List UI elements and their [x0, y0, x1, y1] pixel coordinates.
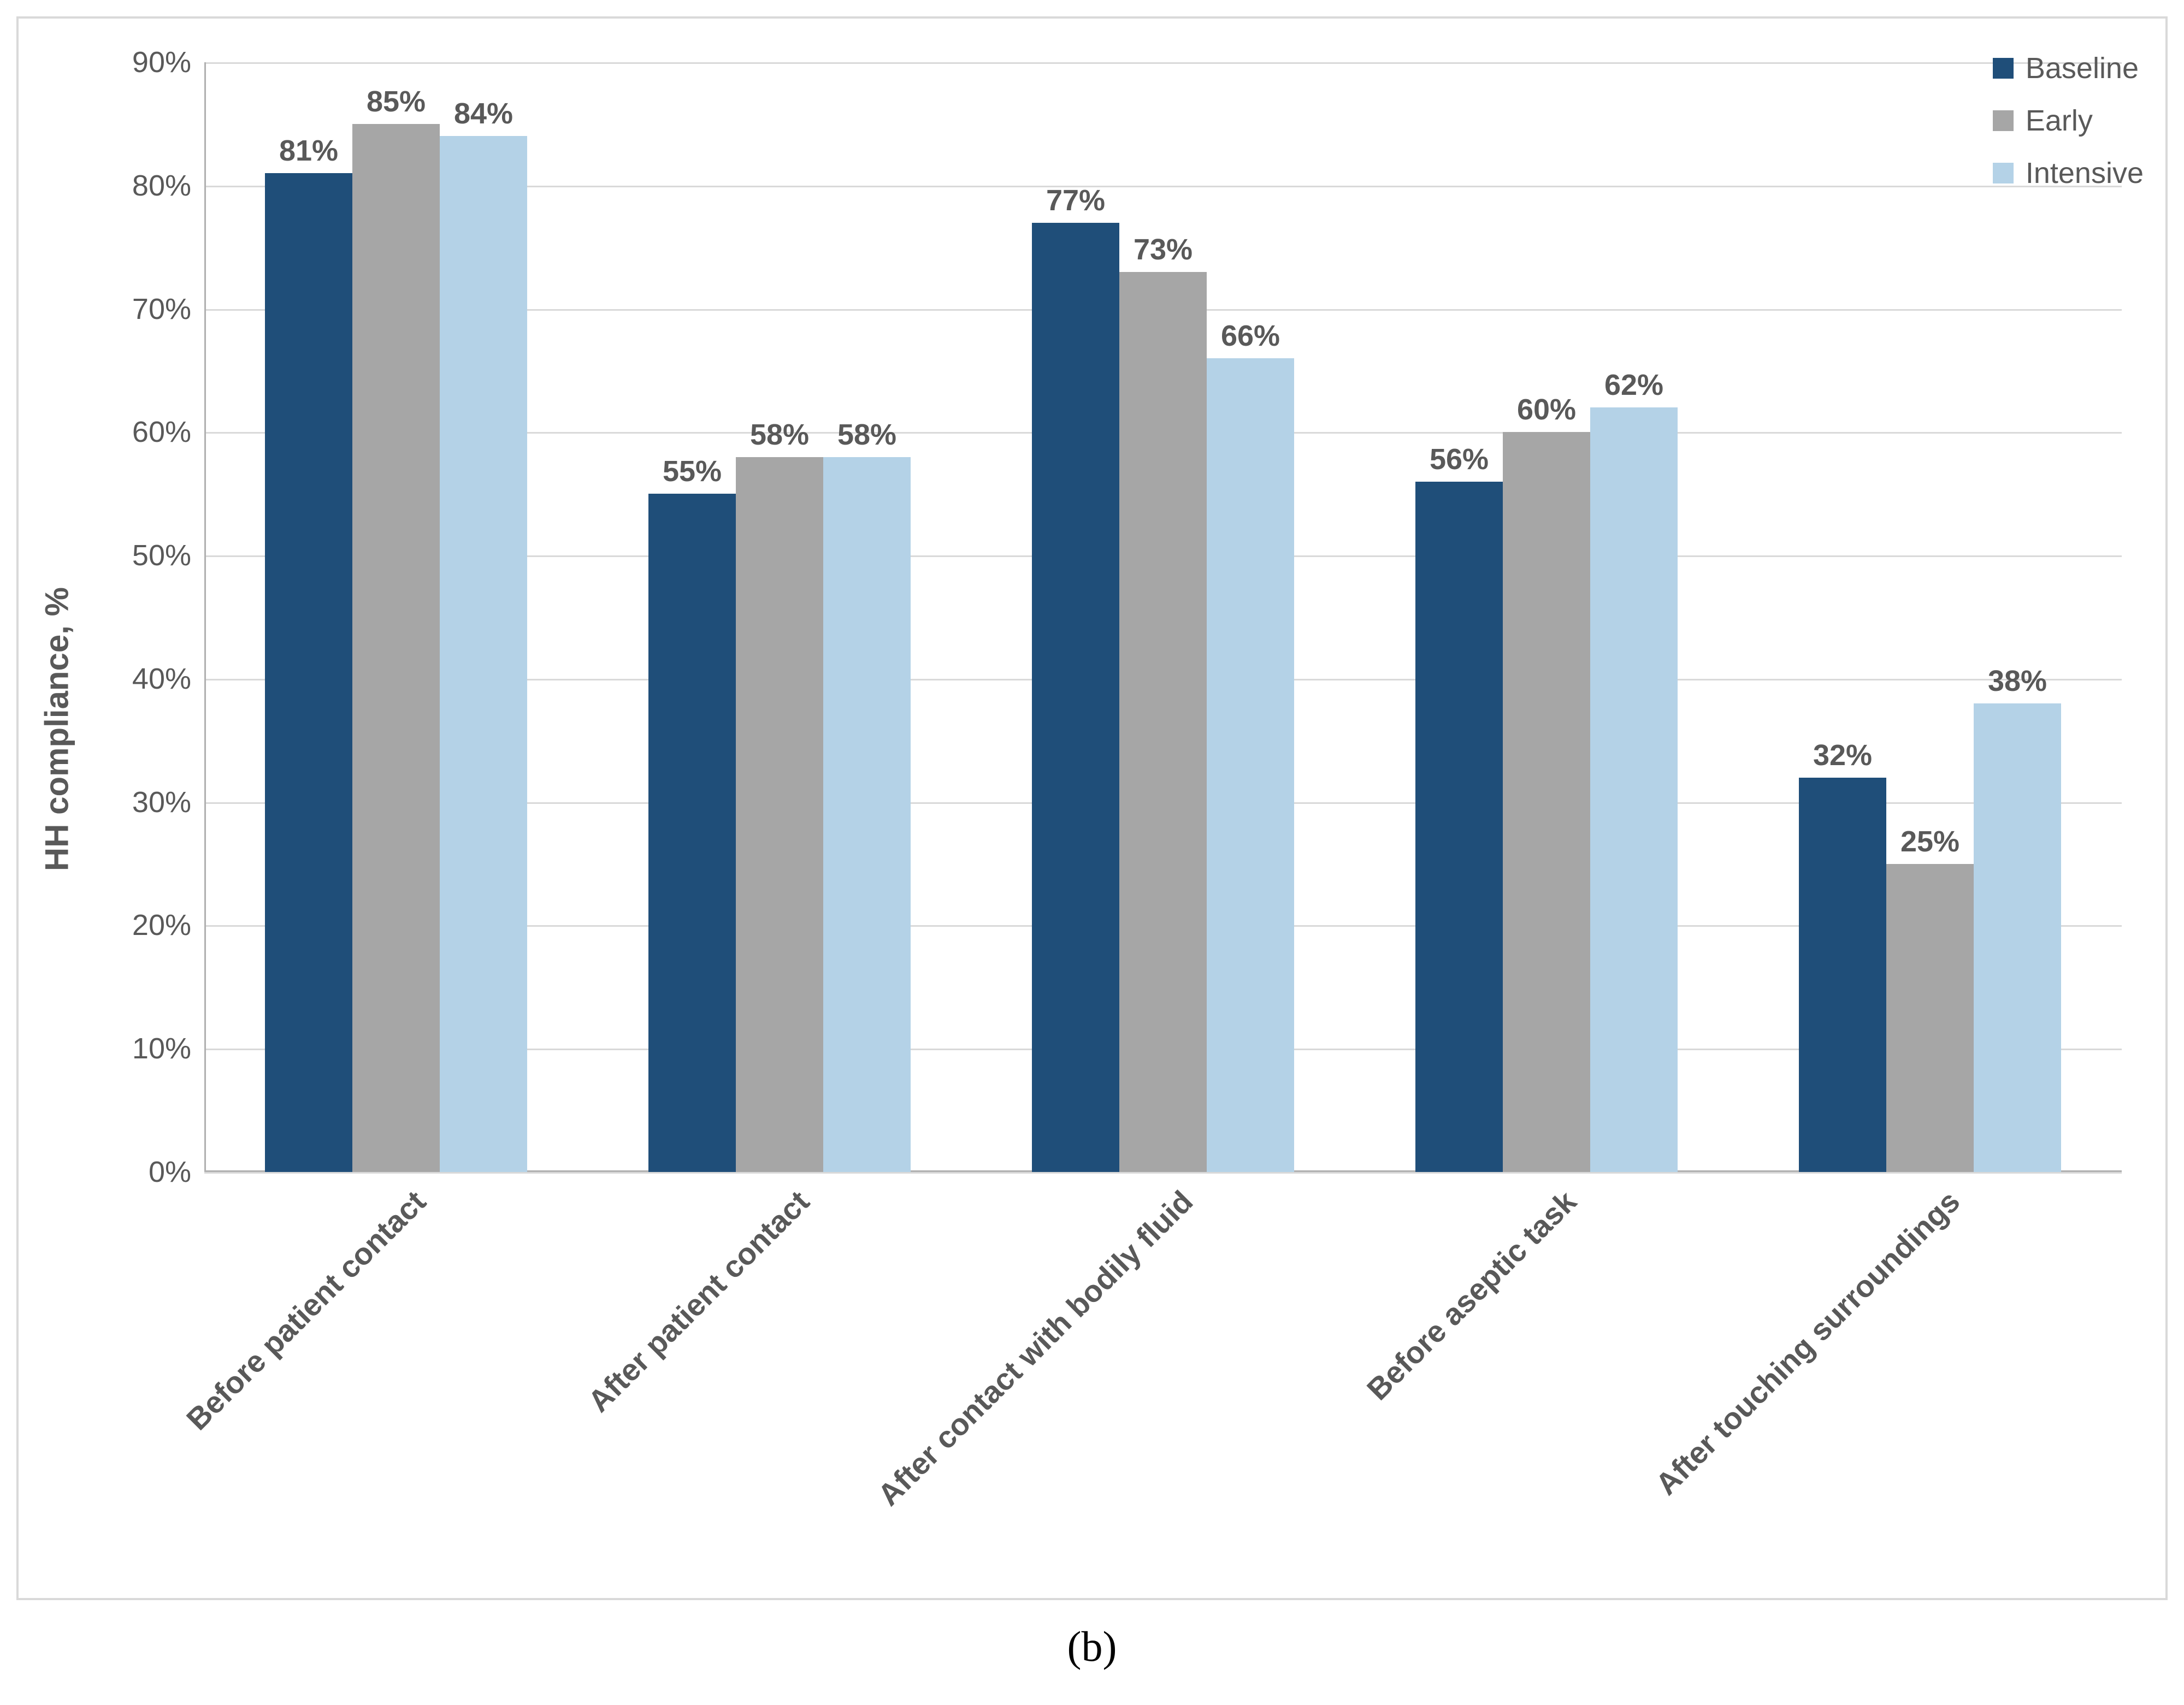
legend-label: Early — [2026, 104, 2093, 138]
bar-value-label: 56% — [1430, 442, 1489, 482]
category-label: After touching surroundings — [1648, 1183, 1967, 1502]
category-label: After contact with bodily fluid — [871, 1183, 1200, 1513]
sub-caption: (b) — [16, 1622, 2168, 1671]
y-tick-label: 50% — [132, 538, 204, 572]
y-tick-label: 70% — [132, 292, 204, 326]
legend-item: Early — [1993, 104, 2144, 138]
y-tick-label: 20% — [132, 908, 204, 942]
bar-value-label: 73% — [1134, 233, 1193, 272]
bar: 55% — [648, 494, 736, 1172]
y-tick-label: 40% — [132, 662, 204, 696]
y-tick-label: 10% — [132, 1032, 204, 1065]
bar: 60% — [1503, 432, 1590, 1172]
bar: 32% — [1799, 778, 1886, 1172]
bar-value-label: 77% — [1046, 183, 1105, 223]
bar: 62% — [1590, 407, 1678, 1172]
bar: 38% — [1974, 703, 2061, 1172]
category-group: 81%85%84%Before patient contact — [265, 62, 527, 1172]
y-tick-label: 30% — [132, 785, 204, 819]
bar-value-label: 84% — [454, 97, 513, 136]
legend-swatch — [1993, 163, 2014, 183]
bar-value-label: 58% — [750, 418, 809, 457]
bar-value-label: 62% — [1604, 368, 1663, 407]
bar-value-label: 66% — [1221, 319, 1280, 358]
bar: 85% — [352, 124, 440, 1172]
bar-value-label: 38% — [1988, 664, 2047, 703]
chart-container: HH compliance, % 0%10%20%30%40%50%60%70%… — [0, 0, 2184, 1705]
legend-swatch — [1993, 58, 2014, 79]
category-label: After patient contact — [581, 1183, 816, 1419]
category-group: 32%25%38%After touching surroundings — [1799, 62, 2061, 1172]
bar-value-label: 25% — [1900, 825, 1959, 864]
bar-value-label: 55% — [663, 454, 722, 494]
y-tick-label: 0% — [149, 1155, 204, 1189]
y-axis-line — [204, 62, 206, 1172]
bar: 25% — [1886, 864, 1974, 1172]
bar: 84% — [440, 136, 527, 1172]
bar-value-label: 32% — [1813, 738, 1872, 778]
bar: 58% — [823, 457, 911, 1173]
legend-swatch — [1993, 110, 2014, 131]
y-tick-label: 60% — [132, 415, 204, 449]
category-label: Before aseptic task — [1360, 1183, 1583, 1407]
bar-value-label: 85% — [367, 85, 426, 124]
category-group: 56%60%62%Before aseptic task — [1415, 62, 1678, 1172]
bar: 77% — [1032, 223, 1119, 1172]
y-tick-label: 80% — [132, 169, 204, 203]
legend-item: Baseline — [1993, 51, 2144, 85]
category-group: 77%73%66%After contact with bodily fluid — [1032, 62, 1294, 1172]
bar: 81% — [265, 173, 352, 1172]
bar-value-label: 60% — [1517, 393, 1576, 432]
chart-border: HH compliance, % 0%10%20%30%40%50%60%70%… — [16, 16, 2168, 1600]
y-axis-title: HH compliance, % — [38, 587, 76, 871]
category-group: 55%58%58%After patient contact — [648, 62, 911, 1172]
legend-label: Intensive — [2026, 156, 2144, 190]
bar: 66% — [1207, 358, 1294, 1172]
legend-label: Baseline — [2026, 51, 2139, 85]
bar-value-label: 58% — [837, 418, 896, 457]
bar: 73% — [1119, 272, 1207, 1172]
bar: 58% — [736, 457, 823, 1173]
legend: Baseline Early Intensive — [1993, 51, 2144, 190]
category-label: Before patient contact — [179, 1183, 433, 1437]
legend-item: Intensive — [1993, 156, 2144, 190]
y-tick-label: 90% — [132, 45, 204, 79]
gridline — [204, 1172, 2122, 1174]
bar-value-label: 81% — [279, 134, 338, 173]
plot-area: 0%10%20%30%40%50%60%70%80%90%81%85%84%Be… — [204, 62, 2122, 1172]
bar: 56% — [1415, 482, 1503, 1172]
